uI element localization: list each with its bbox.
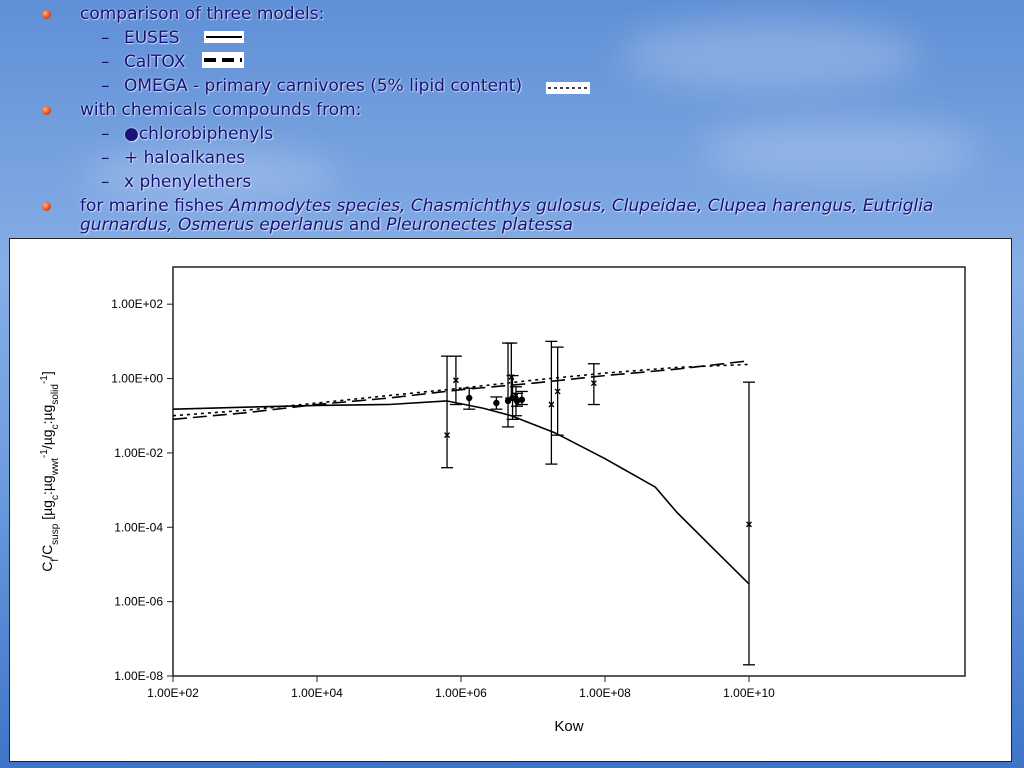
x-marker (512, 392, 519, 399)
models-heading: comparison of three models: (80, 4, 325, 24)
bullet-dot-icon (42, 106, 51, 115)
x-tick-label: 1.00E+02 (147, 686, 199, 700)
ylabel-exp2: -1 (39, 375, 50, 384)
x-tick-label: 1.00E+08 (579, 686, 631, 700)
ylabel-exp1: -1 (39, 449, 50, 458)
y-tick-label: 1.00E+02 (111, 297, 163, 311)
dot-marker (493, 399, 500, 407)
dot-marker (504, 397, 512, 405)
bcf-chart: 1.00E+02 1.00E+04 1.00E+06 1.00E+08 1.00E+10… (39, 266, 966, 735)
data-points (441, 340, 755, 666)
series-line-dashed (172, 360, 750, 421)
bullet-dot-icon (42, 10, 51, 19)
y-tick-label: 1.00E-06 (114, 595, 163, 609)
ylabel-solid: solid (50, 384, 61, 405)
fish-species-2: gurnardus, Osmerus eperlanus (80, 215, 344, 235)
y-tick-label: 1.00E-04 (114, 520, 163, 534)
chemicals-heading: with chemicals compounds from: (80, 100, 362, 120)
ylabel-susp: susp (50, 523, 61, 545)
dash-glyph: – (101, 76, 110, 96)
dash-glyph: – (101, 172, 110, 192)
model-caltox-label: CalTOX (124, 52, 186, 72)
caltox-legend-swatch (202, 52, 244, 68)
ylabel-slash2: /µg (39, 429, 55, 449)
cloud-decoration (700, 120, 980, 180)
x-marker (590, 380, 597, 387)
fish-species-1: Ammodytes species, Chasmichthys gulosus,… (229, 196, 934, 216)
model-omega-label: OMEGA - primary carnivores (5% lipid con… (124, 76, 523, 96)
ylabel-close: ] (39, 371, 55, 375)
ylabel-c1: c (50, 495, 61, 500)
model-euses-label: EUSES (124, 28, 180, 48)
dash-glyph: – (101, 148, 110, 168)
x-tick-label: 1.00E+04 (291, 686, 343, 700)
data-point-phenylethers (587, 363, 600, 406)
dash-glyph: – (101, 52, 110, 72)
data-point-phenylethers (509, 386, 522, 417)
data-point-phenylethers (545, 340, 558, 465)
ylabel-f: f (50, 559, 61, 562)
y-axis-label: Cf/Csusp [µgc:µgwwt-1/µgc:µgsolid-1] (39, 371, 61, 571)
x-axis-label: Kow (554, 718, 583, 735)
data-point-chlorobiphenyls (463, 387, 476, 410)
fishes-line-1: for marine fishes Ammodytes species, Cha… (80, 196, 933, 216)
chem-phenylethers: x phenylethers (124, 172, 252, 192)
ylabel-c2: c (50, 424, 61, 429)
chem-haloalkanes: + haloalkanes (124, 148, 246, 168)
fish-species-3: Pleuronectes platessa (386, 215, 574, 235)
omega-legend-swatch (546, 82, 590, 94)
cloud-decoration (80, 150, 340, 200)
x-tick-label: 1.00E+06 (435, 686, 487, 700)
y-tick-label: 1.00E-08 (114, 669, 163, 683)
chem-chlorobiphenyls: ●chlorobiphenyls (124, 124, 274, 144)
slide-bullets: comparison of three models: – EUSES – Ca… (0, 0, 1024, 238)
ylabel-colon2: :µg (39, 405, 55, 425)
x-marker (554, 388, 561, 395)
x-marker (746, 521, 752, 528)
y-tick-label: 1.00E+00 (111, 372, 163, 386)
y-tick-label: 1.00E-02 (114, 446, 163, 460)
ylabel-colon1: :µg (39, 475, 55, 495)
cloud-decoration (620, 20, 920, 90)
ylabel-slash: /C (39, 545, 55, 559)
dot-marker (466, 394, 473, 402)
chart-panel: 1.00E+02 1.00E+04 1.00E+06 1.00E+08 1.00E+10… (9, 238, 1012, 762)
data-point-chlorobiphenyls (490, 396, 503, 410)
x-marker (508, 374, 515, 381)
dash-glyph: – (101, 28, 110, 48)
series-line-dotted (172, 363, 750, 417)
dot-marker (518, 396, 526, 403)
x-marker (548, 401, 555, 408)
ylabel-open: [µg (39, 500, 55, 524)
data-point-phenylethers (441, 355, 454, 469)
y-axis-ticks: 1.00E+02 1.00E+00 1.00E-02 1.00E-04 1.00E-06… (111, 297, 173, 683)
model-lines (172, 360, 750, 585)
series-line-solid (172, 400, 750, 585)
data-point-phenylethers (551, 346, 564, 436)
data-point-phenylethers (449, 355, 462, 406)
euses-legend-swatch (204, 31, 244, 43)
x-tick-label: 1.00E+10 (723, 686, 775, 700)
fishes-and: and (343, 215, 387, 235)
ylabel-wwt: wwt (50, 458, 61, 476)
fishes-prefix: for marine fishes (80, 196, 230, 216)
x-marker (444, 432, 451, 439)
fishes-line-2: gurnardus, Osmerus eperlanus and Pleuron… (80, 215, 573, 235)
plot-frame (172, 266, 966, 677)
data-point-phenylethers (743, 381, 755, 666)
x-marker (452, 377, 459, 384)
dash-glyph: – (101, 124, 110, 144)
data-point-chlorobiphenyls (515, 390, 528, 406)
ylabel-c: C (39, 562, 55, 572)
x-axis-ticks: 1.00E+02 1.00E+04 1.00E+06 1.00E+08 1.00E+10 (147, 676, 775, 700)
bullet-dot-icon (42, 202, 51, 211)
